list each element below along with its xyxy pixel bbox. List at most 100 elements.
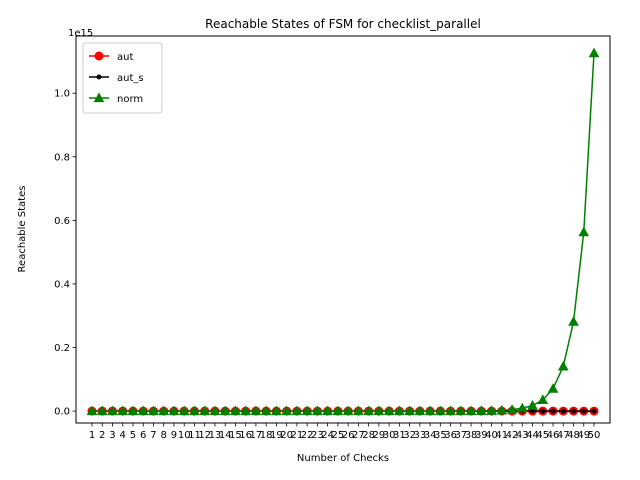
x-tick-label: 40 bbox=[485, 430, 498, 441]
x-tick-label: 47 bbox=[557, 430, 570, 441]
data-point-norm bbox=[271, 405, 282, 416]
x-tick-label: 50 bbox=[588, 430, 601, 441]
data-point-norm bbox=[434, 405, 446, 416]
data-point-norm bbox=[465, 405, 477, 416]
legend-entry-norm: norm bbox=[89, 92, 143, 105]
x-tick-label: 21 bbox=[291, 430, 304, 441]
data-point-norm bbox=[127, 405, 139, 416]
y-tick-label: 0.0 bbox=[54, 407, 70, 418]
series-norm bbox=[86, 47, 600, 416]
data-point-aut_s bbox=[560, 408, 566, 414]
x-tick-label: 38 bbox=[465, 430, 478, 441]
data-point-norm bbox=[332, 405, 344, 416]
x-tick-label: 9 bbox=[171, 430, 177, 441]
data-point-aut_s bbox=[591, 408, 597, 414]
x-tick-label: 4 bbox=[120, 430, 126, 441]
x-tick-label: 36 bbox=[444, 430, 457, 441]
data-point-norm bbox=[117, 405, 129, 416]
x-tick-label: 25 bbox=[332, 430, 345, 441]
data-point-aut_s bbox=[581, 408, 587, 414]
x-tick-label: 45 bbox=[536, 430, 549, 441]
x-tick-label: 2 bbox=[99, 430, 105, 441]
x-tick-label: 31 bbox=[393, 430, 406, 441]
y-tick-label: 0.4 bbox=[54, 279, 70, 290]
y-tick-label: 0.8 bbox=[54, 152, 70, 163]
data-point-norm bbox=[322, 405, 333, 416]
data-point-norm bbox=[301, 405, 313, 416]
data-point-norm bbox=[537, 394, 549, 404]
data-point-norm bbox=[496, 404, 508, 415]
x-tick-label: 27 bbox=[352, 430, 365, 441]
data-point-norm bbox=[240, 405, 252, 416]
data-point-norm bbox=[230, 405, 241, 416]
x-tick-label: 44 bbox=[526, 430, 539, 441]
x-tick-label: 39 bbox=[475, 430, 488, 441]
data-point-norm bbox=[148, 405, 159, 416]
x-tick-label: 29 bbox=[372, 430, 385, 441]
x-tick-label: 49 bbox=[577, 430, 590, 441]
data-point-norm bbox=[547, 383, 559, 393]
data-point-aut_s bbox=[540, 408, 546, 414]
data-point-norm bbox=[393, 405, 405, 416]
data-point-norm bbox=[199, 405, 211, 416]
legend-box bbox=[82, 42, 163, 114]
data-point-norm bbox=[219, 405, 231, 416]
data-point-norm bbox=[86, 405, 98, 416]
y-axis-label: Reachable States bbox=[17, 186, 28, 273]
x-tick-label: 8 bbox=[161, 430, 167, 441]
data-point-norm bbox=[404, 405, 415, 416]
data-point-aut_s bbox=[530, 408, 536, 414]
data-point-norm bbox=[281, 405, 293, 416]
x-tick-label: 37 bbox=[454, 430, 467, 441]
data-point-norm bbox=[353, 405, 364, 416]
x-tick-label: 46 bbox=[547, 430, 560, 441]
data-point-norm bbox=[568, 316, 579, 326]
data-point-norm bbox=[373, 405, 385, 416]
data-point-norm bbox=[250, 405, 262, 416]
x-tick-label: 1 bbox=[89, 430, 95, 441]
x-tick-label: 30 bbox=[383, 430, 396, 441]
x-tick-label: 42 bbox=[506, 430, 519, 441]
x-tick-label: 3 bbox=[109, 430, 115, 441]
x-tick-label: 11 bbox=[188, 430, 201, 441]
data-point-norm bbox=[96, 405, 108, 416]
legend-marker-norm bbox=[93, 92, 105, 103]
x-axis-label: Number of Checks bbox=[297, 453, 389, 464]
x-tick-label: 32 bbox=[403, 430, 416, 441]
x-tick-label: 23 bbox=[311, 430, 324, 441]
y-axis-ticks: 0.0 0.2 0.4 0.6 0.8 1.0 bbox=[54, 89, 76, 418]
data-point-aut_s bbox=[550, 408, 556, 414]
data-point-norm bbox=[178, 405, 190, 416]
x-tick-label: 34 bbox=[424, 430, 437, 441]
data-point-norm bbox=[424, 405, 436, 416]
x-tick-label: 17 bbox=[250, 430, 263, 441]
chart-title: Reachable States of FSM for checklist_pa… bbox=[205, 17, 481, 31]
data-point-norm bbox=[486, 405, 497, 415]
data-point-norm bbox=[168, 405, 180, 416]
data-point-norm bbox=[260, 405, 272, 416]
x-tick-label: 24 bbox=[321, 430, 334, 441]
y-tick-label: 0.6 bbox=[54, 216, 70, 227]
x-tick-label: 18 bbox=[260, 430, 273, 441]
data-point-norm bbox=[189, 405, 200, 416]
x-tick-label: 10 bbox=[178, 430, 191, 441]
data-point-norm bbox=[414, 405, 426, 416]
data-point-norm bbox=[291, 405, 303, 416]
x-tick-label: 20 bbox=[280, 430, 293, 441]
legend-label-aut_s: aut_s bbox=[117, 73, 144, 84]
data-point-norm bbox=[506, 404, 518, 414]
x-tick-label: 5 bbox=[130, 430, 136, 441]
legend-marker-aut bbox=[94, 51, 104, 61]
data-point-aut_s bbox=[571, 408, 577, 414]
x-tick-label: 48 bbox=[567, 430, 580, 441]
data-point-norm bbox=[516, 402, 528, 413]
legend-label-aut: aut bbox=[117, 52, 133, 63]
data-point-norm bbox=[312, 405, 323, 416]
x-tick-label: 35 bbox=[434, 430, 447, 441]
data-point-norm bbox=[383, 405, 395, 416]
data-point-norm bbox=[209, 405, 221, 416]
x-tick-label: 13 bbox=[209, 430, 222, 441]
x-axis-ticks: 1 2 3 4 5 6 7 8 9 1011121314151617181920212223242… bbox=[89, 423, 601, 441]
